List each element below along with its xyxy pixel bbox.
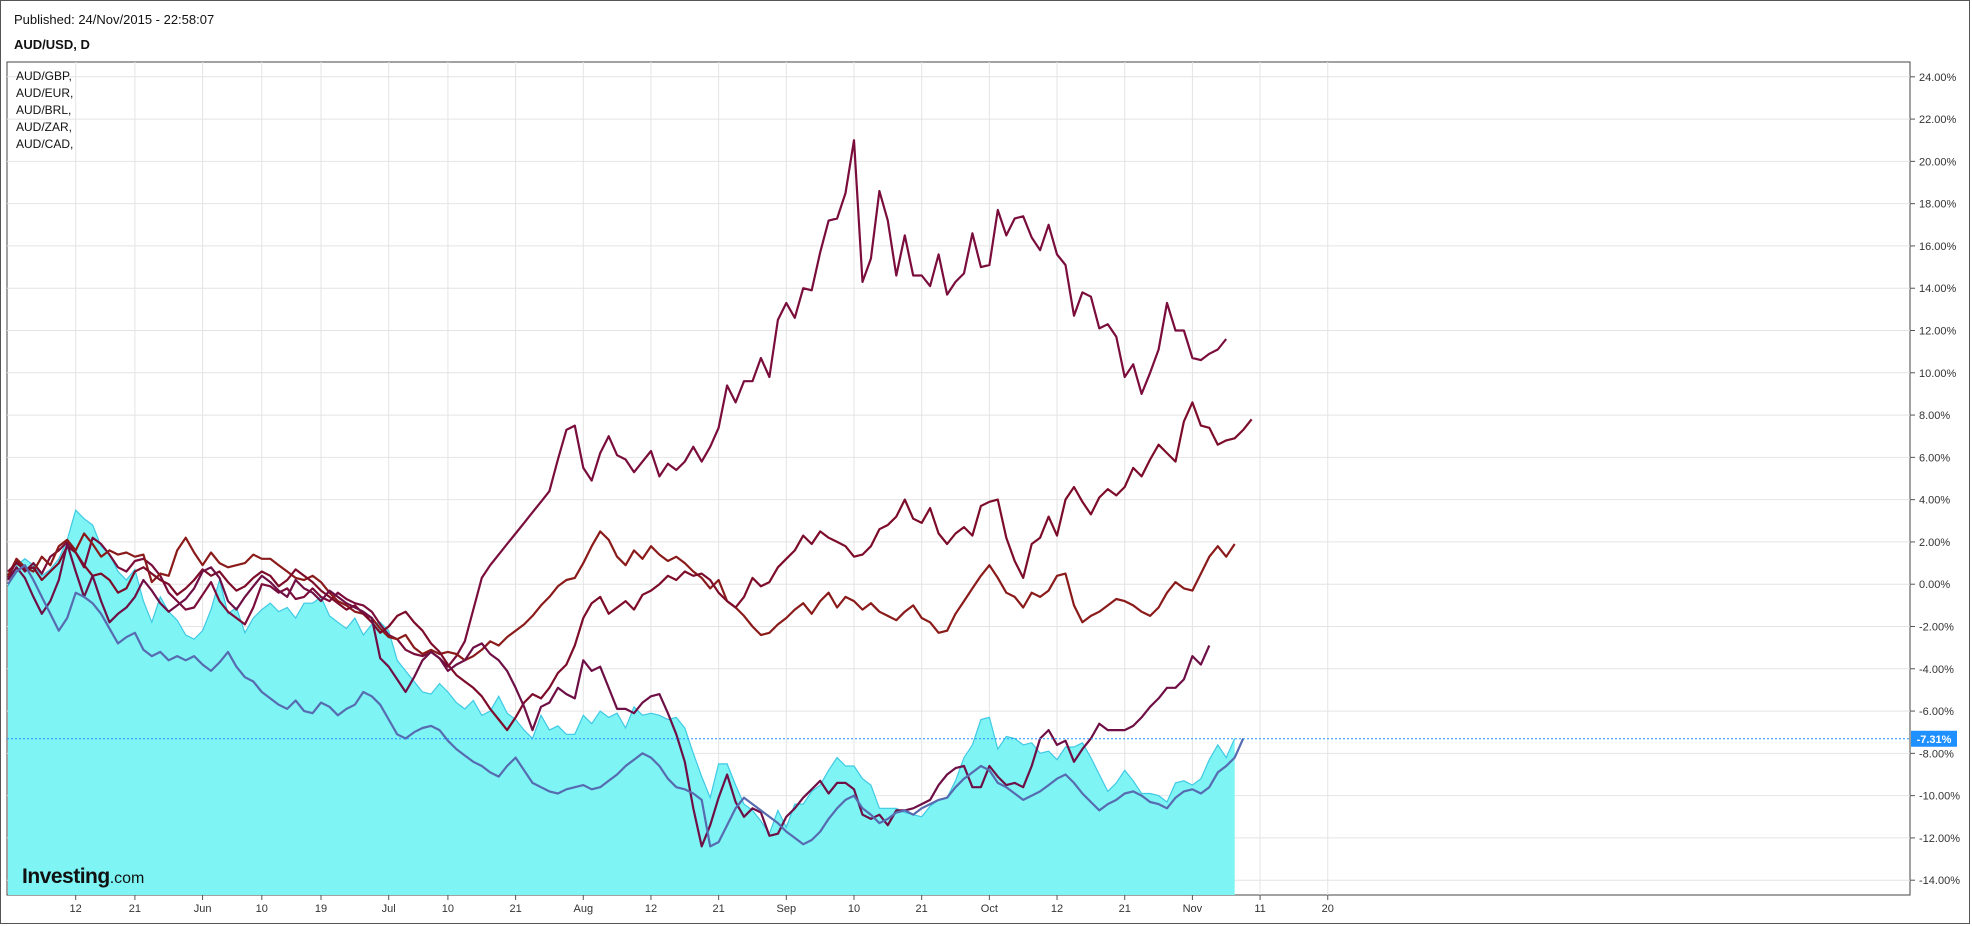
series-area-line [7,509,1236,836]
x-tick-label: Nov [1183,903,1203,915]
y-tick-label: -2.00% [1919,621,1954,633]
x-tick-label: 11 [1254,903,1265,915]
x-tick-label: 21 [509,903,521,915]
y-tick-label: -8.00% [1919,748,1954,760]
y-tick-label: 22.00% [1919,114,1957,126]
y-tick-label: 24.00% [1919,72,1957,84]
y-tick-label: -14.00% [1919,875,1960,887]
current-value-badge [1911,730,1957,747]
line-layer [7,139,1253,848]
y-tick-label: -6.00% [1919,706,1954,718]
y-tick-label: 20.00% [1919,156,1957,168]
y-tick-label: -12.00% [1919,833,1960,845]
series-line-eur [7,530,1236,662]
x-tick-label: 20 [1322,903,1334,915]
legend-entry-brl[interactable]: AUD/BRL, [16,103,72,117]
axis-layer: 24.00% 22.00% 20.00% 18.00% 16.00% 14.00% 12.0… [7,72,1960,915]
area-layer [7,509,1236,895]
current-value-label: -7.31% [1917,734,1952,746]
x-tick-label: 21 [1119,903,1131,915]
x-tick-label: 10 [848,903,860,915]
y-tick-label: 10.00% [1919,368,1957,380]
y-tick-label: 18.00% [1919,199,1957,211]
x-tick-label: 12 [70,903,82,915]
y-tick-label: 12.00% [1919,326,1957,338]
x-tick-label: 21 [713,903,725,915]
y-tick-label: 6.00% [1919,452,1950,464]
x-tick-label: 10 [256,903,268,915]
legend-entry-eur[interactable]: AUD/EUR, [16,86,74,100]
logo-brand: Investing [22,865,110,888]
x-tick-label: 19 [315,903,327,915]
y-tick-label: 4.00% [1919,495,1950,507]
x-tick-label: Oct [981,903,998,915]
published-timestamp: Published: 24/Nov/2015 - 22:58:07 [14,12,215,27]
x-tick-label: 12 [645,903,657,915]
legend-entry-zar[interactable]: AUD/ZAR, [16,120,73,134]
legend-entry-gbp[interactable]: AUD/GBP, [16,69,72,83]
series-line-cad [7,564,1245,848]
x-tick-label: Sep [777,903,797,915]
legend: AUD/GBP, AUD/EUR, AUD/BRL, AUD/ZAR, AUD/… [16,68,73,153]
investing-logo[interactable]: Investing.com [22,865,144,889]
legend-entry-cad[interactable]: AUD/CAD, [16,137,74,151]
x-tick-label: 21 [916,903,928,915]
chart-symbol-title: AUD/USD, D [14,37,90,52]
y-tick-label: -4.00% [1919,664,1954,676]
y-tick-label: -10.00% [1919,791,1960,803]
y-tick-label: 2.00% [1919,537,1950,549]
y-tick-label: 8.00% [1919,410,1950,422]
x-tick-label: 12 [1051,903,1063,915]
x-tick-label: 21 [129,903,141,915]
x-tick-label: Jun [194,903,212,915]
logo-suffix: .com [109,870,145,887]
x-tick-label: Aug [573,903,593,915]
x-tick-label: Jul [382,903,396,915]
y-tick-label: 0.00% [1919,579,1950,591]
y-tick-label: 16.00% [1919,241,1957,253]
series-area-fill [8,510,1235,895]
y-tick-label: 14.00% [1919,283,1957,295]
series-line-zar [7,542,1211,848]
series-line-brl [7,139,1228,668]
x-tick-label: 10 [442,903,454,915]
